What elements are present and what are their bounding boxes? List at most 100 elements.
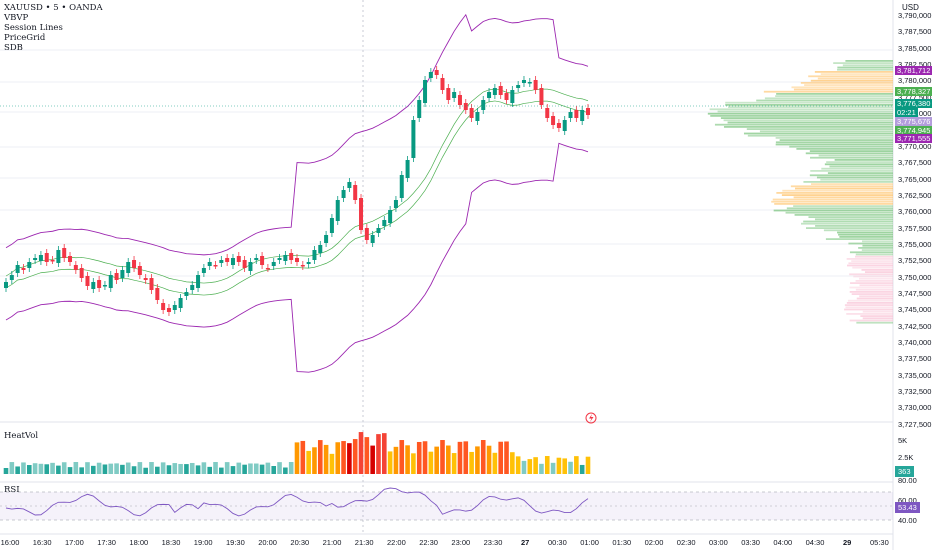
candle-body: [365, 228, 369, 240]
time-tick: 17:30: [95, 538, 119, 547]
candle-body: [534, 80, 538, 90]
candle-body: [144, 278, 148, 280]
indicator-session-lines[interactable]: Session Lines: [4, 23, 103, 33]
volume-bar: [219, 468, 224, 474]
volume-bar: [452, 453, 457, 474]
candle-body: [266, 268, 270, 270]
time-tick: 02:30: [674, 538, 698, 547]
volume-bar: [434, 447, 439, 474]
candle-body: [301, 265, 305, 267]
volume-bar: [213, 462, 218, 474]
volume-tick-2-5k: 2.5K: [898, 453, 932, 462]
candle-body: [505, 93, 509, 100]
symbol-title[interactable]: XAUUSD • 5 • OANDA: [4, 3, 103, 13]
profile-bar: [833, 62, 893, 64]
price-tick: 3,737,500: [898, 354, 932, 363]
candle-body: [452, 92, 456, 98]
candle-body: [120, 270, 124, 278]
volume-bar: [568, 462, 573, 474]
volume-bar: [545, 456, 550, 474]
volume-bar: [143, 468, 148, 474]
candle-body: [45, 253, 49, 262]
candle-body: [312, 250, 316, 260]
time-tick: 23:30: [481, 538, 505, 547]
profile-bar: [852, 267, 893, 269]
profile-bar: [837, 67, 893, 69]
volume-bar: [551, 463, 556, 474]
profile-bar: [803, 221, 893, 223]
candle-body: [423, 80, 427, 103]
volume-bar: [516, 456, 521, 474]
candle-body: [202, 268, 206, 273]
volume-bar: [231, 466, 236, 474]
volume-bar: [324, 445, 329, 474]
candle-body: [539, 88, 543, 105]
candle-body: [33, 258, 37, 260]
candle-body: [493, 88, 497, 95]
profile-bar: [794, 196, 893, 198]
candle-body: [278, 258, 282, 260]
candle-body: [243, 260, 247, 268]
volume-bar: [557, 458, 562, 474]
profile-bar: [810, 174, 893, 176]
time-tick: 03:00: [706, 538, 730, 547]
volume-bar: [15, 466, 20, 474]
candle-body: [289, 253, 293, 260]
candle-body: [173, 305, 177, 310]
volume-panel-label[interactable]: HeatVol: [4, 431, 38, 441]
candle-body: [214, 265, 218, 267]
time-tick: 02:00: [642, 538, 666, 547]
candle-body: [551, 116, 555, 125]
profile-bar: [808, 216, 893, 218]
candle-body: [371, 235, 375, 243]
price-badge: 02:21: [895, 108, 918, 117]
price-tick: 3,790,000: [898, 11, 932, 20]
time-tick: 01:30: [610, 538, 634, 547]
volume-bar: [39, 464, 44, 474]
profile-bar: [835, 159, 893, 161]
profile-bar: [776, 93, 893, 95]
price-tick: 3,727,500: [898, 420, 932, 429]
candle-body: [16, 265, 20, 273]
candle-body: [231, 258, 235, 265]
volume-bar: [394, 447, 399, 474]
profile-bar: [782, 194, 893, 196]
rsi-panel-label[interactable]: RSI: [4, 485, 20, 495]
volume-bar: [108, 464, 113, 474]
candle-body: [208, 262, 212, 266]
volume-bar: [429, 452, 434, 474]
time-tick: 18:00: [127, 538, 151, 547]
candle-body: [179, 298, 183, 308]
time-tick: 00:30: [545, 538, 569, 547]
profile-bar: [847, 258, 893, 260]
indicator-sdb[interactable]: SDB: [4, 43, 103, 53]
profile-bar: [776, 137, 893, 139]
volume-bar: [382, 433, 387, 474]
volume-bar: [149, 462, 154, 474]
profile-bar: [764, 91, 893, 93]
rsi-tick-80: 80.00: [898, 476, 932, 485]
volume-bar: [56, 466, 61, 474]
candle-body: [225, 258, 229, 262]
price-grid: [0, 50, 893, 276]
volume-bar: [330, 454, 335, 474]
candle-body: [4, 282, 8, 288]
price-badge: 3,776,380: [895, 99, 932, 108]
candle-body: [80, 268, 84, 278]
indicator-vbvp[interactable]: VBVP: [4, 13, 103, 23]
volume-bar: [202, 462, 207, 474]
time-tick: 20:00: [256, 538, 280, 547]
indicator-pricegrid[interactable]: PriceGrid: [4, 33, 103, 43]
profile-bar: [847, 265, 893, 267]
bollinger-bands: [6, 15, 588, 372]
volume-bar: [161, 462, 166, 474]
volume-bar: [487, 446, 492, 474]
volume-bar: [283, 468, 288, 474]
candle-body: [85, 276, 89, 286]
profile-bar: [856, 322, 893, 324]
time-tick: 29: [835, 538, 859, 547]
candle-body: [458, 95, 462, 105]
time-tick: 19:30: [223, 538, 247, 547]
candle-body: [475, 112, 479, 121]
